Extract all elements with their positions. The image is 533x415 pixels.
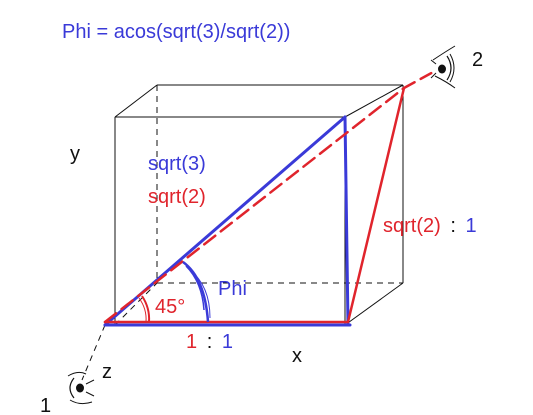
label-sqrt3: sqrt(3) [148, 153, 206, 175]
axis-label-x: x [292, 345, 302, 367]
label-sqrt2: sqrt(2) [148, 186, 206, 208]
eye-icon [67, 371, 95, 405]
label-phi: Phi [218, 278, 247, 300]
ratio-right-sep: : [450, 215, 456, 237]
angle-45-arc [141, 295, 151, 323]
formula-text: Phi = acos(sqrt(3)/sqrt(2)) [62, 21, 290, 43]
eye-icon [430, 45, 456, 89]
axis-label-y: y [70, 143, 80, 165]
label-ratio-bottom: 1 : 1 [186, 331, 233, 353]
ratio-bottom-den: 1 [222, 331, 233, 353]
phi-arc [182, 260, 210, 323]
ratio-right-den: 1 [465, 215, 476, 237]
ratio-right-num: sqrt(2) [383, 215, 441, 237]
cube-depth-edges [114, 84, 404, 326]
ratio-bottom-num: 1 [186, 331, 197, 353]
label-ratio-right: sqrt(2) : 1 [383, 215, 477, 237]
cube-back-face [156, 84, 404, 284]
ratio-bottom-sep: : [207, 331, 213, 353]
viewpoint-label-2: 2 [472, 49, 483, 71]
viewpoint-label-1: 1 [40, 395, 51, 415]
sightline-lower [81, 324, 106, 381]
axis-label-z: z [102, 361, 112, 383]
label-45-degrees: 45° [155, 296, 185, 318]
red-triangle [103, 68, 439, 324]
